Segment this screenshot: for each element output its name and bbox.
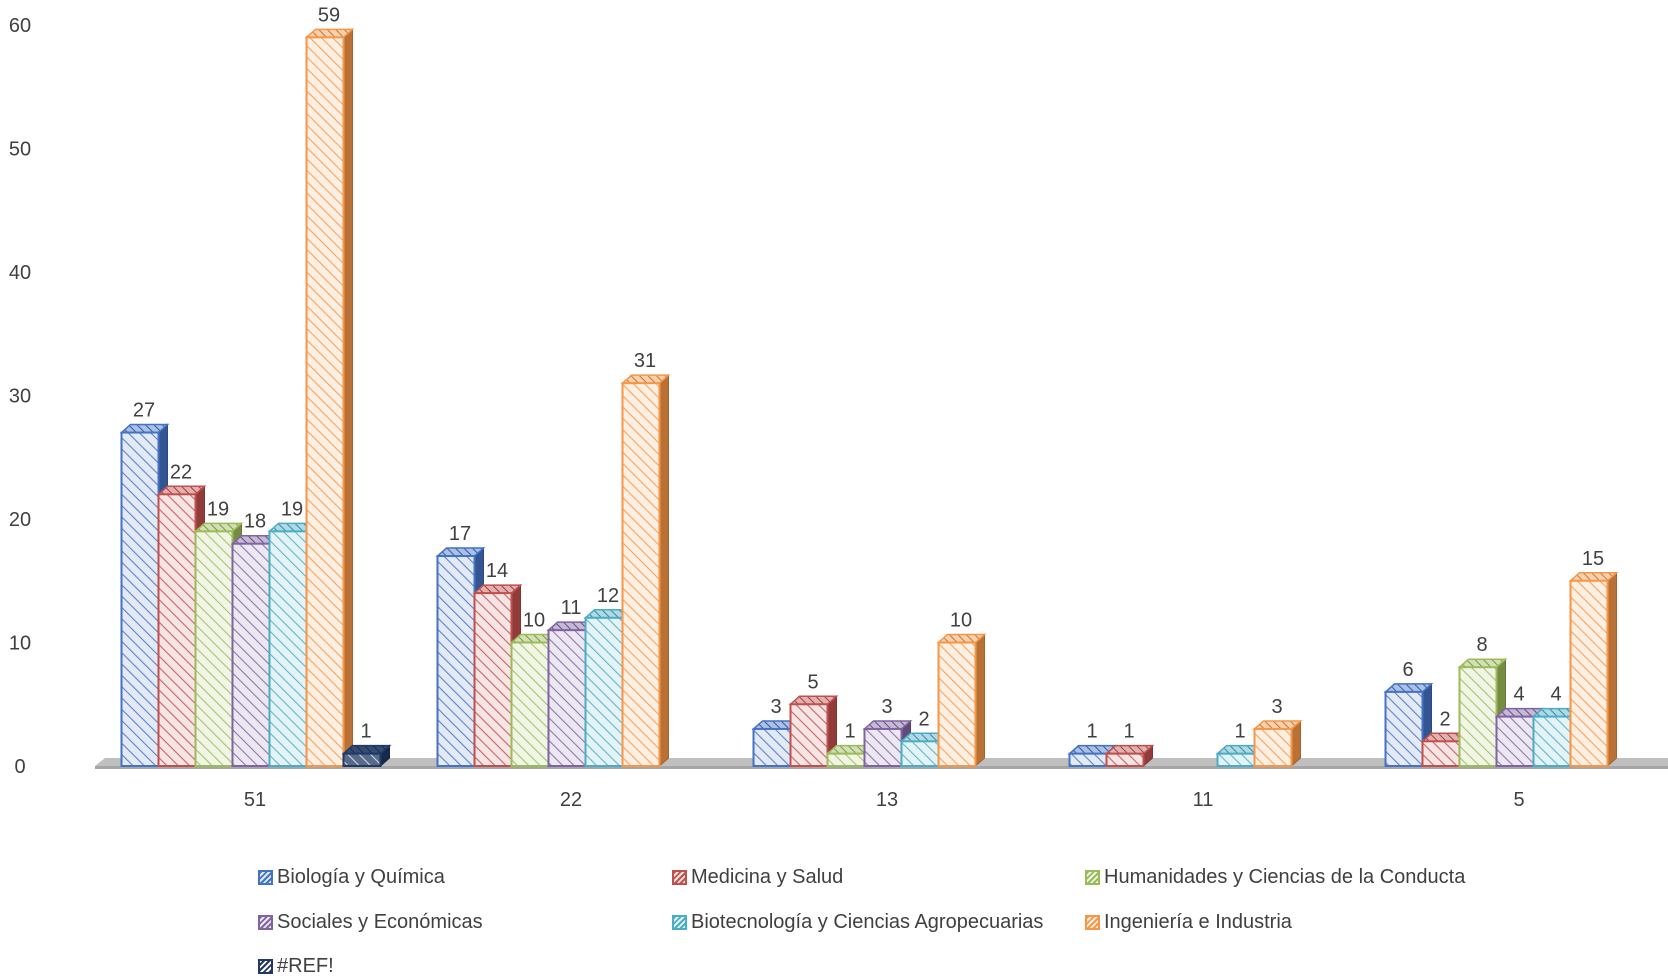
y-tick-label: 40 — [9, 262, 31, 284]
legend-swatch — [1085, 915, 1100, 930]
legend-label: Ingeniería e Industria — [1104, 911, 1292, 933]
bar — [1568, 571, 1619, 768]
legend-item: Medicina y Salud — [672, 866, 843, 889]
data-label: 1 — [1234, 721, 1245, 743]
y-tick-label: 50 — [9, 139, 31, 161]
x-tick-label: 22 — [560, 789, 582, 811]
legend-label: Sociales y Económicas — [277, 911, 483, 933]
x-tick-label: 13 — [876, 789, 898, 811]
data-label: 3 — [770, 696, 781, 718]
data-label: 1 — [1086, 721, 1097, 743]
legend-item: Sociales y Económicas — [258, 911, 483, 934]
x-axis: 51 22 13 11 5 — [244, 789, 1525, 811]
data-label: 2 — [1439, 708, 1450, 730]
data-label: 19 — [281, 498, 303, 520]
bar — [341, 744, 392, 768]
legend-swatch — [258, 959, 273, 974]
data-label: 2 — [918, 708, 929, 730]
data-label: 19 — [207, 498, 229, 520]
legend-label: Biotecnología y Ciencias Agropecuarias — [691, 911, 1044, 933]
legend-swatch — [258, 870, 273, 885]
legend-swatch — [672, 870, 687, 885]
legend-item: #REF! — [258, 955, 334, 978]
data-label: 27 — [133, 400, 155, 422]
y-tick-label: 30 — [9, 386, 31, 408]
data-label: 14 — [486, 560, 508, 582]
data-label: 8 — [1476, 634, 1487, 656]
data-label: 22 — [170, 461, 192, 483]
legend-swatch — [672, 915, 687, 930]
data-label: 15 — [1582, 548, 1604, 570]
data-label: 3 — [881, 696, 892, 718]
data-label: 12 — [597, 585, 619, 607]
y-tick-label: 10 — [9, 633, 31, 655]
legend-swatch — [1085, 870, 1100, 885]
legend-label: Biología y Química — [277, 866, 445, 888]
data-label: 11 — [561, 597, 582, 619]
legend-label: #REF! — [277, 955, 334, 977]
data-label: 4 — [1513, 684, 1524, 706]
data-label: 17 — [449, 523, 471, 545]
legend-item: Ingeniería e Industria — [1085, 911, 1292, 934]
data-label: 6 — [1402, 659, 1413, 681]
data-label: 1 — [360, 721, 371, 743]
bar — [620, 374, 671, 768]
data-label: 18 — [244, 511, 266, 533]
legend-item: Biotecnología y Ciencias Agropecuarias — [672, 911, 1043, 934]
legend-label: Humanidades y Ciencias de la Conducta — [1104, 866, 1466, 888]
data-label: 3 — [1271, 696, 1282, 718]
bar — [1252, 719, 1303, 768]
data-label: 59 — [318, 4, 340, 26]
bar — [304, 28, 355, 768]
y-axis: 0 10 20 30 40 50 60 — [9, 15, 31, 778]
data-label: 10 — [950, 610, 972, 632]
data-label: 1 — [844, 721, 855, 743]
y-tick-label: 0 — [14, 756, 25, 778]
bar — [936, 633, 987, 768]
chart-floor-edge — [95, 766, 1668, 769]
y-tick-label: 20 — [9, 509, 31, 531]
data-label: 1 — [1123, 721, 1134, 743]
x-tick-label: 11 — [1193, 789, 1214, 811]
bars — [119, 28, 1619, 768]
legend-item: Biología y Química — [258, 866, 445, 889]
legend-item: Humanidades y Ciencias de la Conducta — [1085, 866, 1465, 889]
legend-swatch — [258, 915, 273, 930]
data-label: 10 — [523, 610, 545, 632]
data-label: 5 — [807, 671, 818, 693]
x-tick-label: 51 — [244, 789, 266, 811]
x-tick-label: 5 — [1513, 789, 1524, 811]
y-tick-label: 60 — [9, 15, 31, 37]
data-label: 31 — [634, 350, 656, 372]
bar — [1104, 744, 1155, 768]
legend-label: Medicina y Salud — [691, 866, 844, 888]
data-label: 4 — [1550, 684, 1561, 706]
